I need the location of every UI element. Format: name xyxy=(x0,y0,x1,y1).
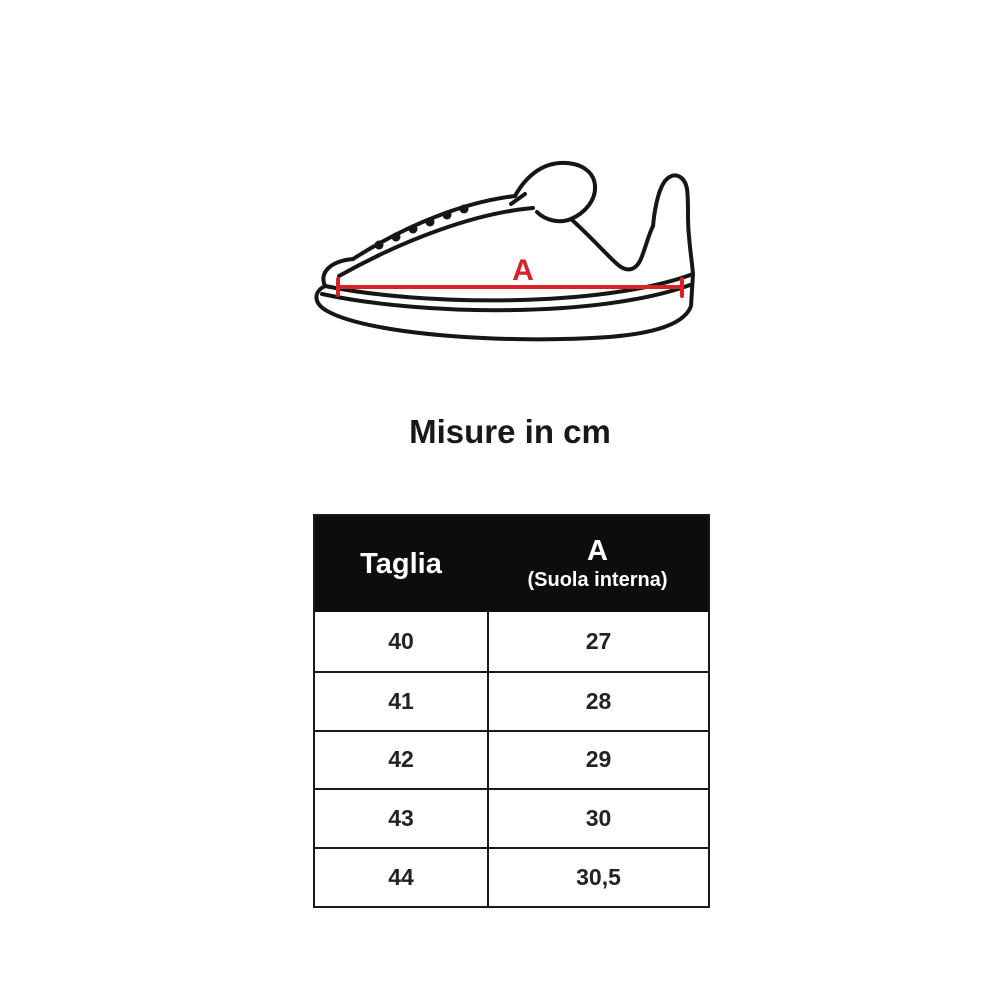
shoe-heel-tab xyxy=(651,173,695,276)
table-row: 42 29 xyxy=(315,729,708,789)
cell-sole-length: 28 xyxy=(487,672,708,730)
shoe-lace-dots xyxy=(374,204,469,250)
page-title: Misure in cm xyxy=(409,413,611,450)
table-row: 41 28 xyxy=(315,670,708,730)
shoe-diagram: A xyxy=(314,160,695,342)
col-header-a: A (Suola interna) xyxy=(487,536,708,592)
shoe-toe-cap xyxy=(321,257,355,288)
measurement-label-a: A xyxy=(512,254,534,287)
cell-sole-length: 27 xyxy=(487,612,708,671)
col-header-taglia: Taglia xyxy=(360,547,442,580)
size-table: Taglia A (Suola interna) 40 27 41 28 42 … xyxy=(313,514,710,908)
table-header: Taglia A (Suola interna) xyxy=(315,516,708,612)
measurement-line-a xyxy=(336,277,684,298)
col-header-a-letter: A xyxy=(587,535,608,567)
shoe-collar xyxy=(569,217,655,272)
table-body: 40 27 41 28 42 29 43 30 44 30,5 xyxy=(315,612,708,906)
cell-taglia: 43 xyxy=(388,805,414,832)
shoe-lace-line-upper xyxy=(351,194,517,261)
table-row: 40 27 xyxy=(315,612,708,671)
col-header-a-subtitle: (Suola interna) xyxy=(527,569,668,591)
shoe-midsole-line-2 xyxy=(320,283,692,313)
cell-sole-length: 30 xyxy=(487,790,708,848)
shoe-lace-line-lower xyxy=(337,206,535,278)
cell-taglia: 40 xyxy=(388,627,414,654)
shoe-tongue xyxy=(513,160,598,224)
cell-taglia: 41 xyxy=(388,687,414,714)
shoe-outsole xyxy=(314,272,695,342)
cell-taglia: 44 xyxy=(388,864,414,891)
cell-sole-length: 29 xyxy=(487,731,708,789)
cell-taglia: 42 xyxy=(388,746,414,773)
shoe-lace-stay xyxy=(509,192,527,206)
table-row: 43 30 xyxy=(315,788,708,848)
cell-sole-length: 30,5 xyxy=(487,849,708,906)
table-row: 44 30,5 xyxy=(315,847,708,906)
